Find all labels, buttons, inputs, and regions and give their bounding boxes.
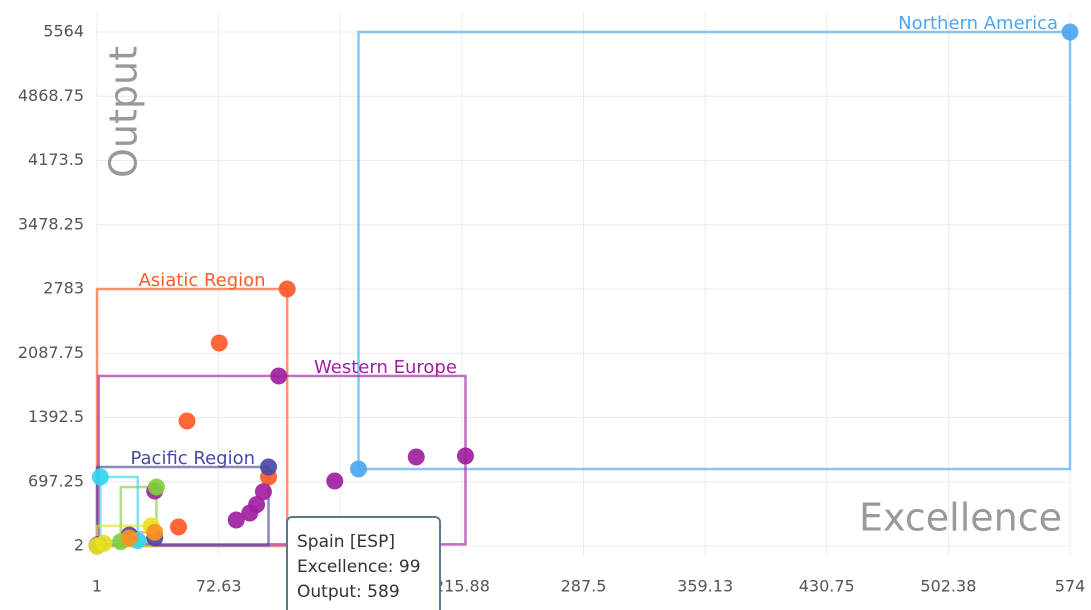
tooltip: Spain [ESP] Excellence: 99 Output: 589 <box>286 516 441 610</box>
point <box>278 280 296 298</box>
x-tick-label: 1 <box>92 577 102 596</box>
y-tick-label: 4868.75 <box>18 86 84 105</box>
grid: 2 697.25 1392.5 2087.75 2783 3478.25 4173.5 486… <box>18 12 1085 596</box>
x-axis-title: Excellence <box>859 496 1062 540</box>
region-box <box>357 30 1072 471</box>
point <box>120 529 138 547</box>
y-tick-label: 697.25 <box>28 471 84 490</box>
region-label: Asiatic Region <box>139 270 266 291</box>
y-tick-label: 4173.5 <box>28 150 84 169</box>
point <box>178 412 196 430</box>
y-tick-label: 5564 <box>43 22 84 41</box>
point <box>407 448 425 466</box>
region-box <box>95 465 270 547</box>
y-tick-label: 2783 <box>43 279 84 298</box>
plot-area: Northern America Asiatic Region Western Eu… <box>88 13 1079 555</box>
point <box>248 496 266 514</box>
point <box>1061 23 1079 41</box>
point <box>456 447 474 465</box>
point <box>210 334 228 352</box>
point <box>91 468 109 486</box>
y-tick-label: 3478.25 <box>18 214 84 233</box>
point <box>326 472 344 490</box>
x-tick-label: 287.5 <box>561 577 607 596</box>
y-tick-label: 2 <box>74 536 84 555</box>
point <box>270 367 288 385</box>
tooltip-title: Spain [ESP] <box>297 532 395 552</box>
tooltip-line: Excellence: 99 <box>297 557 421 577</box>
x-tick-label: 215.88 <box>434 577 490 596</box>
y-tick-label: 2087.75 <box>18 343 84 362</box>
x-tick-label: 574 <box>1055 577 1086 596</box>
point <box>254 483 272 501</box>
point <box>350 460 368 478</box>
x-tick-label: 502.38 <box>920 577 976 596</box>
region-label: Western Europe <box>314 357 457 378</box>
y-tick-label: 1392.5 <box>28 407 84 426</box>
point <box>260 458 278 476</box>
point <box>95 534 113 552</box>
point <box>227 511 245 529</box>
point <box>147 478 165 496</box>
y-axis-title: Output <box>102 46 146 178</box>
region-label: Pacific Region <box>130 448 255 469</box>
tooltip-line: Output: 589 <box>297 582 400 602</box>
region-label: Northern America <box>898 13 1058 34</box>
point <box>170 518 188 536</box>
point <box>146 523 164 541</box>
x-tick-label: 72.63 <box>196 577 242 596</box>
x-tick-label: 359.13 <box>677 577 733 596</box>
tooltip-box <box>286 516 441 610</box>
x-tick-label: 430.75 <box>799 577 855 596</box>
